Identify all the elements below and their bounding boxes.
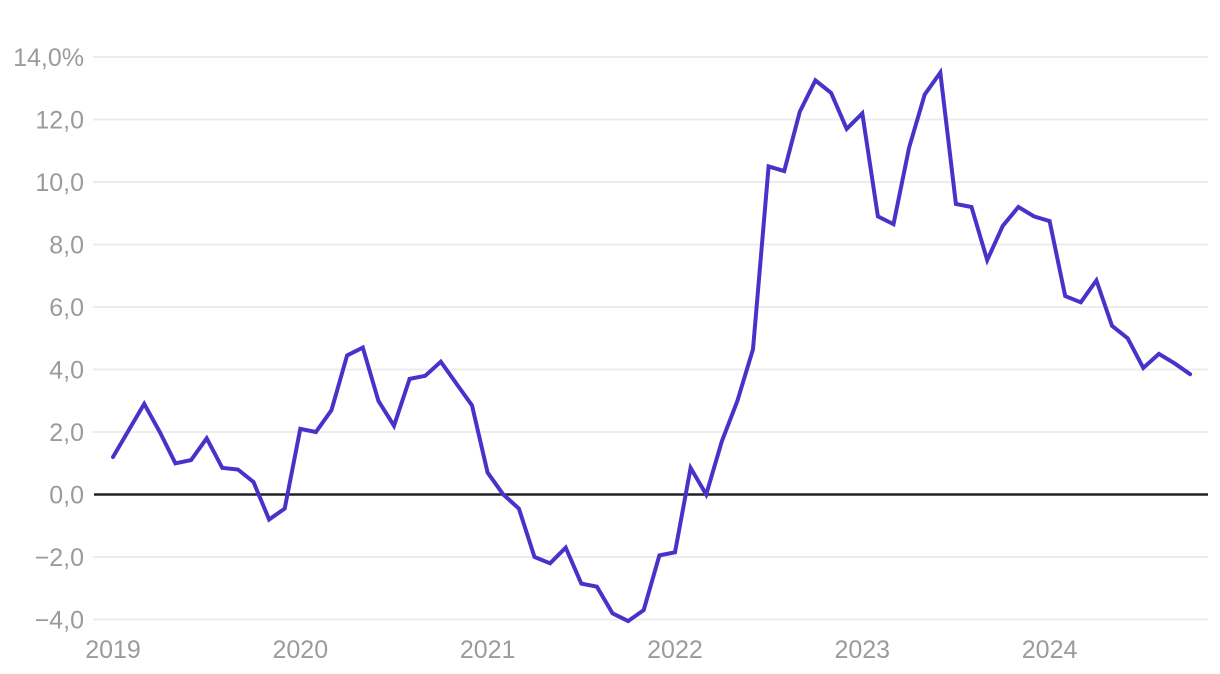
- x-axis-tick-label: 2022: [647, 636, 703, 664]
- x-axis-tick-label: 2024: [1022, 636, 1078, 664]
- x-axis-tick-label: 2023: [834, 636, 890, 664]
- y-axis-tick-label: 0,0: [49, 481, 84, 509]
- x-axis-tick-label: 2020: [273, 636, 329, 664]
- y-axis-tick-label: 8,0: [49, 231, 84, 259]
- y-axis-tick-label: −4,0: [35, 606, 84, 634]
- data-series-line: [111, 67, 1193, 624]
- x-axis-tick-label: 2021: [460, 636, 516, 664]
- y-axis-tick-label: 10,0: [35, 169, 84, 197]
- x-axis-tick-label: 2019: [85, 636, 141, 664]
- y-axis-tick-label: −2,0: [35, 544, 84, 572]
- y-axis-tick-label: 12,0: [35, 106, 84, 134]
- y-axis-tick-label: 2,0: [49, 419, 84, 447]
- y-axis-tick-label: 4,0: [49, 356, 84, 384]
- y-axis-tick-label: 6,0: [49, 294, 84, 322]
- y-axis-tick-label: 14,0%: [13, 44, 84, 72]
